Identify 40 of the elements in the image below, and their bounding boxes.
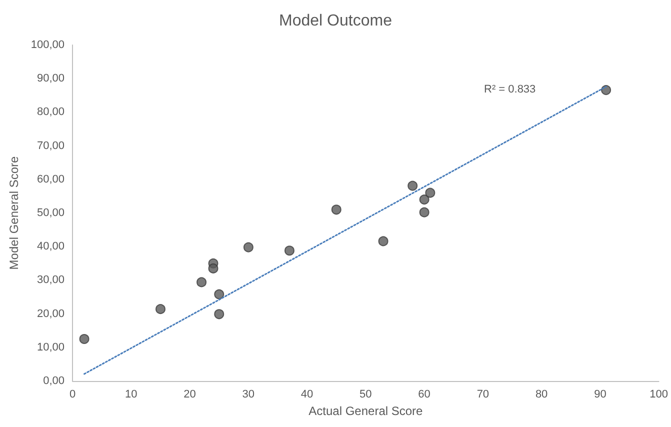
x-tick-label: 40	[300, 388, 314, 400]
point	[408, 180, 418, 191]
y-tick-label: 30,00	[37, 274, 65, 286]
x-tick-label: 60	[418, 388, 430, 400]
point	[284, 246, 294, 256]
y-tick-label: 20,00	[37, 308, 65, 320]
point	[419, 207, 430, 218]
x-tick-label: 20	[184, 388, 196, 400]
x-tick-label: 70	[476, 388, 490, 400]
y-tick-label: 80,00	[37, 106, 65, 118]
y-tick-label: 10,00	[37, 341, 65, 354]
point	[79, 334, 90, 344]
point	[331, 204, 342, 215]
annotation: R² = 0.833	[484, 84, 536, 96]
y-tick-label: 50,00	[37, 207, 65, 219]
y-tick-label: 0,00	[43, 375, 65, 387]
x-tick-label: 90	[594, 388, 606, 400]
x-tick-label: 0	[69, 388, 76, 400]
y-axis-title: Model General Score	[7, 156, 21, 270]
y-tick-label: 60,00	[37, 173, 65, 186]
point	[196, 277, 207, 288]
y-tick-label: 40,00	[37, 240, 65, 253]
x-tick-label: 100	[650, 388, 668, 400]
x-tick-label: 80	[535, 388, 548, 400]
point	[419, 194, 430, 205]
point	[208, 263, 218, 274]
chart-title: Model Outcome	[279, 12, 392, 30]
point	[378, 236, 388, 246]
y-tick-label: 100,00	[30, 39, 65, 51]
point	[214, 309, 224, 320]
point	[214, 289, 224, 300]
point	[155, 304, 166, 314]
y-tick-label: 70,00	[37, 140, 65, 152]
point	[425, 188, 436, 198]
point	[243, 242, 254, 252]
x-axis-title: Actual General Score	[308, 404, 424, 418]
x-tick-label: 10	[125, 388, 138, 400]
x-tick-label: 30	[242, 388, 255, 400]
y-tick-label: 90,00	[37, 72, 65, 85]
x-tick-label: 50	[360, 388, 372, 400]
